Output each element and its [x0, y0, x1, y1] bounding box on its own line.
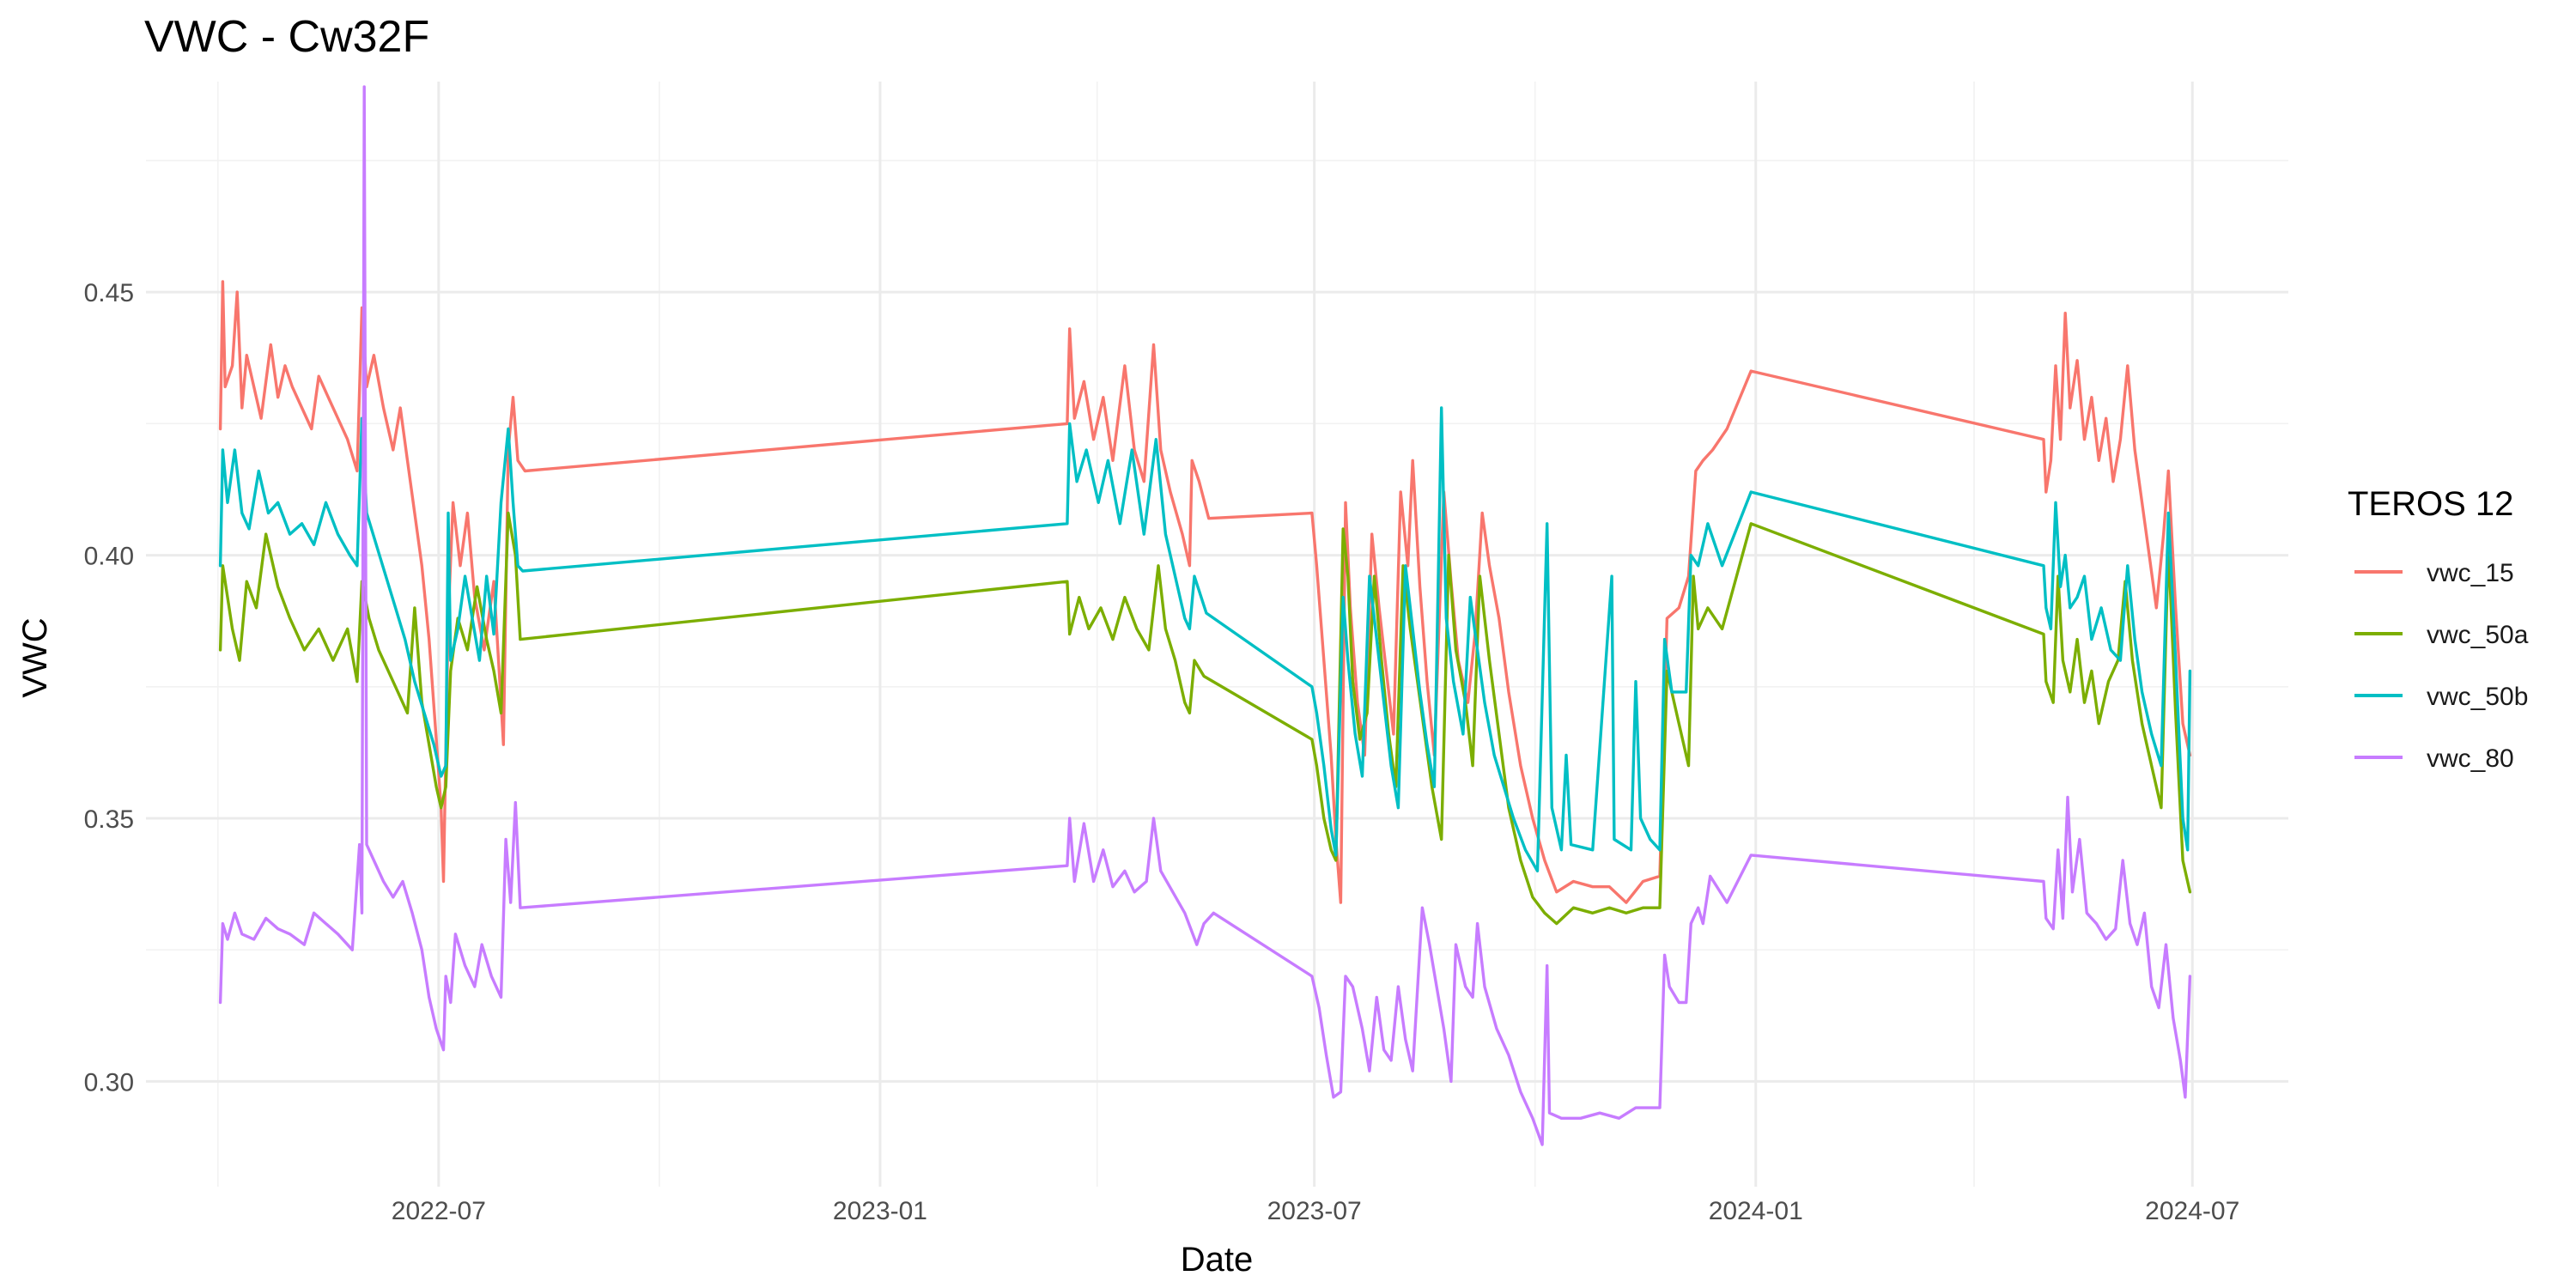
series-line-vwc-80: [218, 85, 2192, 1146]
series-line-vwc-15: [218, 280, 2192, 904]
y-tick-label: 0.30: [84, 1068, 134, 1097]
x-tick-label: 2024-01: [1709, 1197, 1803, 1225]
x-tick-label: 2023-07: [1267, 1197, 1362, 1225]
major-gridlines: [146, 82, 2288, 1187]
x-tick-label: 2022-07: [392, 1197, 486, 1225]
series-line-vwc-50a: [218, 511, 2192, 926]
x-axis-title: Date: [1181, 1241, 1254, 1279]
x-axis-ticks: 2022-07 2023-01 2023-07 2024-01 2024-07: [392, 1197, 2239, 1225]
legend-item: vwc_15: [2354, 559, 2514, 587]
legend: TEROS 12 vwc_15 vwc_50a vwc_50b vwc_80: [2348, 485, 2529, 773]
y-tick-label: 0.45: [84, 279, 134, 307]
x-tick-label: 2023-01: [833, 1197, 927, 1225]
series-line-vwc-50b: [218, 406, 2192, 872]
legend-label: vwc_15: [2427, 559, 2514, 587]
y-tick-label: 0.40: [84, 543, 134, 571]
y-tick-label: 0.35: [84, 805, 134, 834]
chart-title: VWC - Cw32F: [144, 12, 429, 62]
legend-item: vwc_50a: [2354, 621, 2529, 649]
legend-title: TEROS 12: [2348, 485, 2513, 523]
y-axis-ticks: 0.30 0.35 0.40 0.45: [84, 279, 134, 1097]
y-axis-title: VWC: [16, 617, 54, 697]
legend-label: vwc_80: [2427, 744, 2514, 773]
minor-gridlines: [146, 82, 2288, 1187]
legend-label: vwc_50b: [2427, 683, 2528, 711]
series-lines: [218, 85, 2192, 1146]
legend-item: vwc_80: [2354, 744, 2514, 773]
legend-label: vwc_50a: [2427, 621, 2529, 649]
x-tick-label: 2024-07: [2145, 1197, 2239, 1225]
legend-item: vwc_50b: [2354, 683, 2528, 711]
